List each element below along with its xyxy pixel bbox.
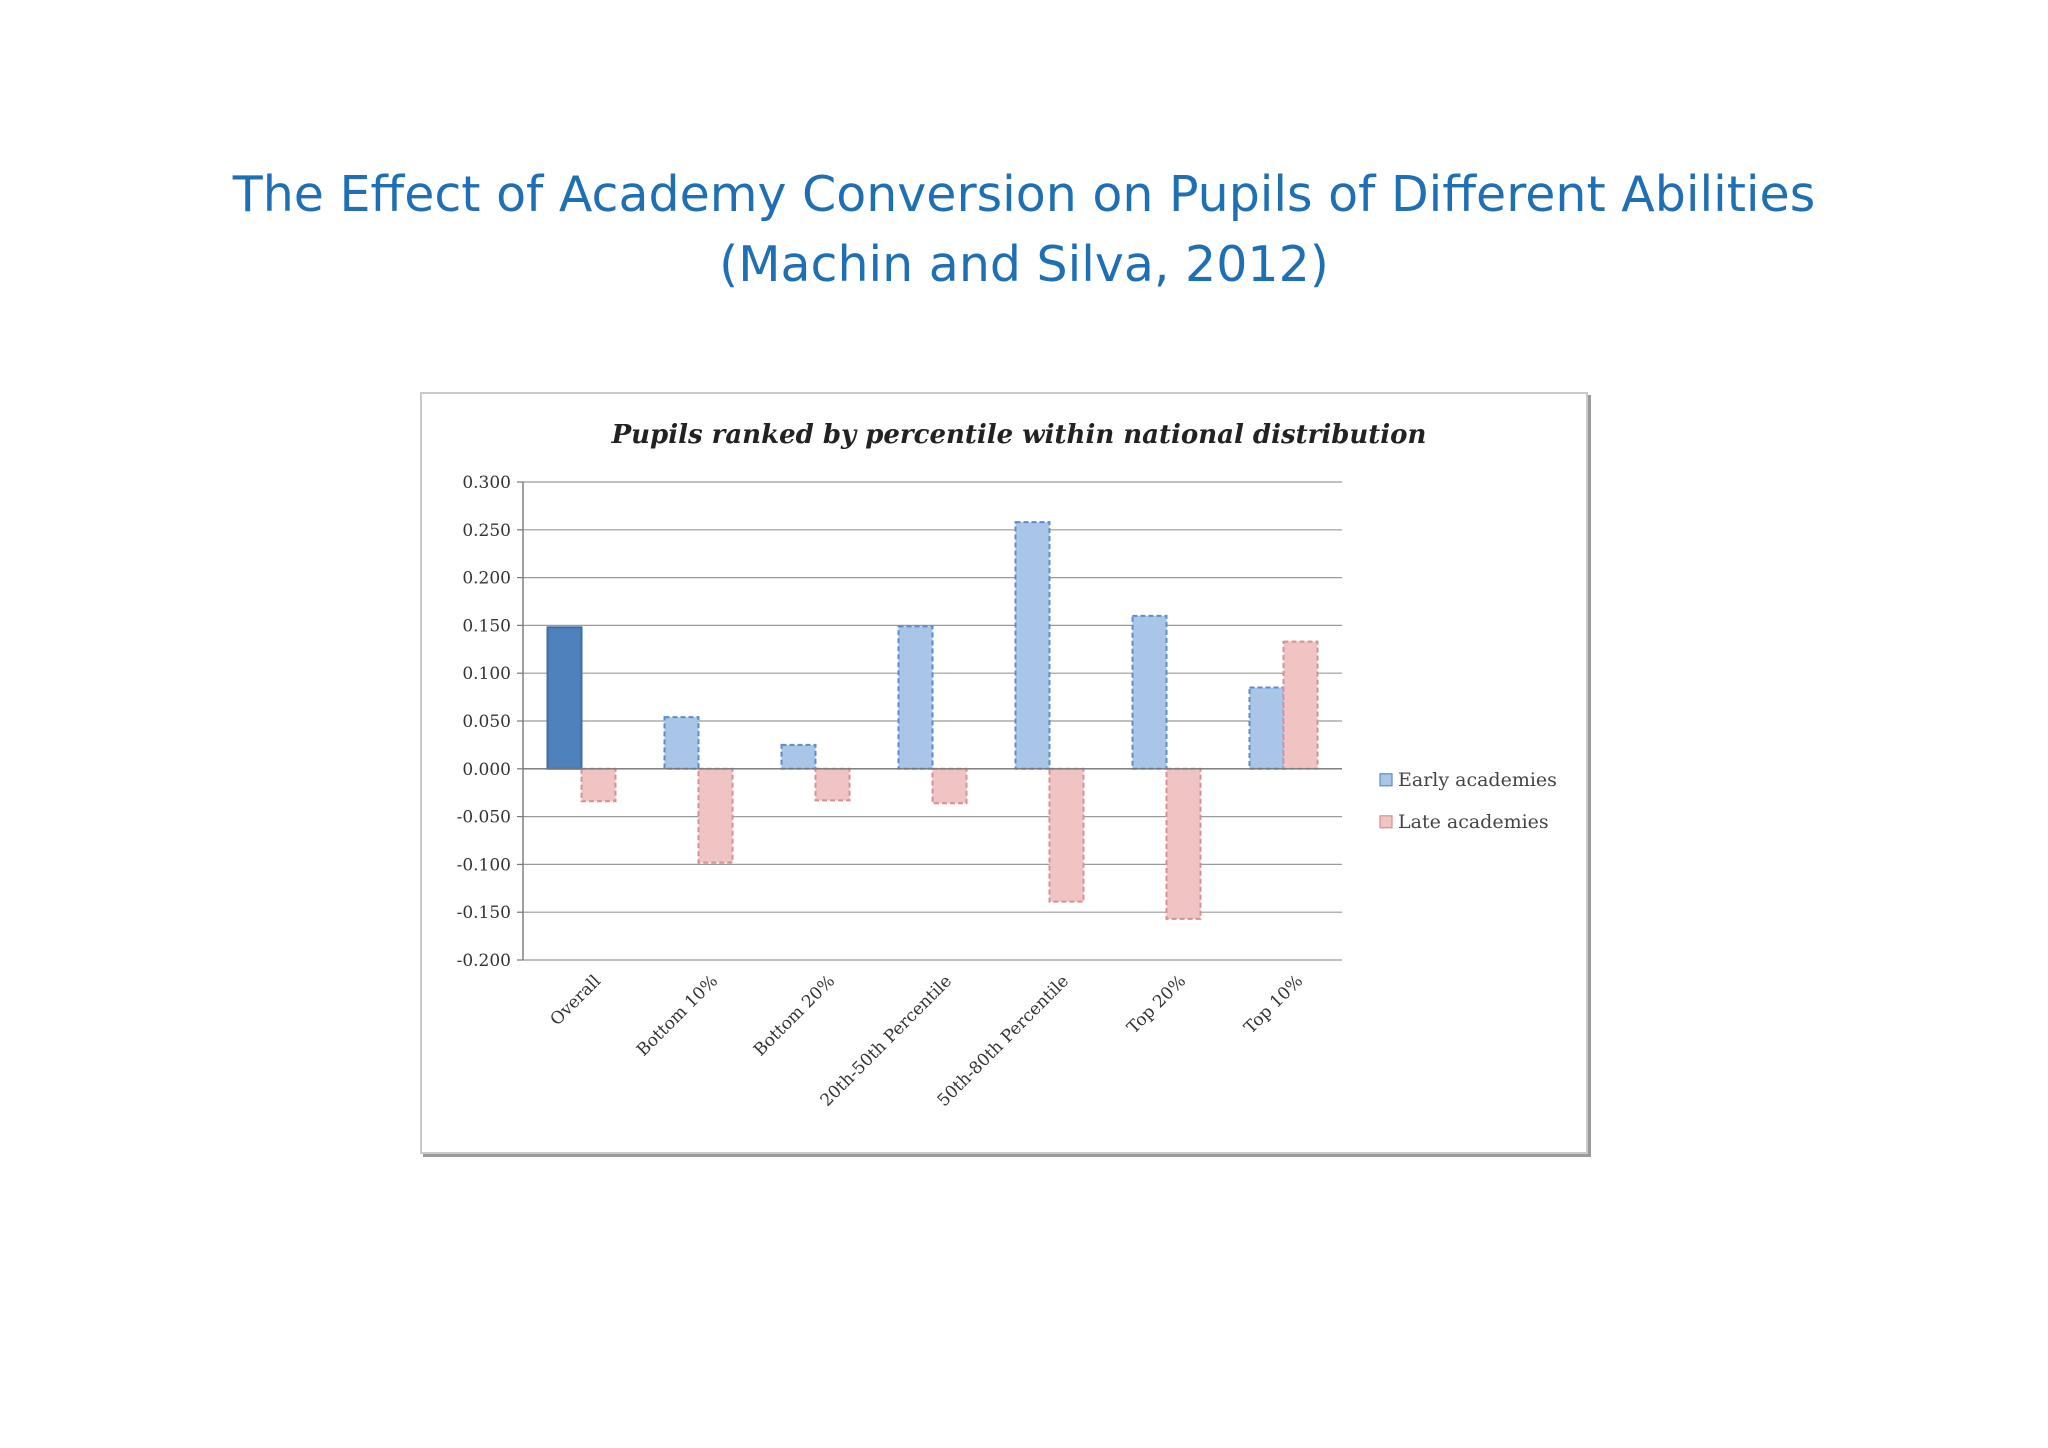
chart-title: Pupils ranked by percentile within natio… [611, 420, 1427, 450]
bar-early-4 [897, 625, 934, 770]
y-tick-label: 0.000 [462, 760, 511, 780]
bar-early-6 [1131, 614, 1168, 770]
x-tick-label: Top 20% [1123, 971, 1190, 1038]
bar-late-7 [1282, 640, 1319, 770]
x-tick-label: 50th-80th Percentile [934, 971, 1073, 1110]
y-tick-label: 0.200 [462, 569, 511, 589]
x-tick-label: Bottom 20% [750, 971, 839, 1060]
slide-title: The Effect of Academy Conversion on Pupi… [0, 160, 2048, 300]
x-tick-label: Top 10% [1240, 971, 1307, 1038]
bar-early-2 [663, 716, 700, 770]
y-tick-label: 0.050 [462, 712, 511, 732]
bar-late-1 [580, 767, 617, 803]
bar-late-6 [1165, 767, 1202, 920]
bar-late-4 [931, 767, 968, 805]
legend-label-early: Early academies [1398, 769, 1557, 791]
legend-swatch-early [1379, 773, 1393, 787]
bar-late-2 [697, 767, 734, 864]
y-tick-label: -0.050 [457, 808, 511, 828]
x-tick-label: Overall [547, 971, 606, 1030]
slide-title-line-1: The Effect of Academy Conversion on Pupi… [232, 166, 1816, 223]
y-tick-label: -0.200 [457, 951, 511, 971]
bar-late-3 [814, 767, 851, 802]
x-tick-label: 20th-50th Percentile [817, 971, 956, 1110]
x-tick-label: Bottom 10% [633, 971, 722, 1060]
bar-early-3 [780, 743, 817, 770]
slide-title-line-2: (Machin and Silva, 2012) [719, 236, 1329, 293]
y-tick-label: 0.300 [462, 473, 511, 493]
y-tick-label: -0.150 [457, 903, 511, 923]
bar-chart: Pupils ranked by percentile within natio… [457, 420, 1557, 1111]
y-tick-label: -0.100 [457, 855, 511, 875]
y-tick-label: 0.250 [462, 521, 511, 541]
bar-late-5 [1048, 767, 1085, 903]
legend-label-late: Late academies [1398, 811, 1549, 833]
bar-early-5 [1014, 521, 1051, 770]
legend-swatch-late [1379, 815, 1393, 829]
bar-early-1 [546, 626, 583, 770]
bar-early-7 [1248, 686, 1285, 770]
y-tick-label: 0.100 [462, 664, 511, 684]
y-tick-label: 0.150 [462, 616, 511, 636]
